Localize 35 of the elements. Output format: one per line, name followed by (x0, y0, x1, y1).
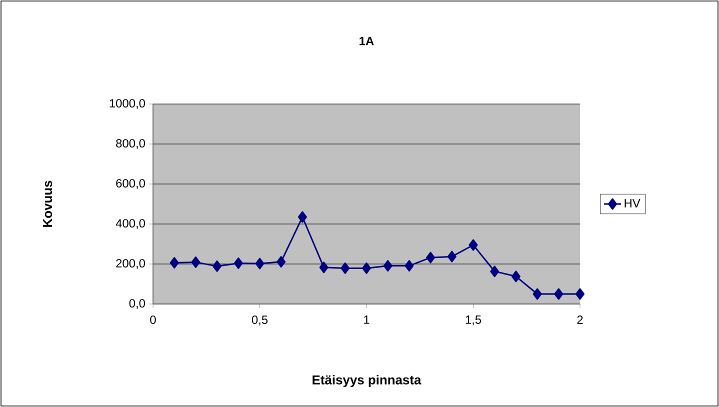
legend-label: HV (624, 199, 640, 208)
point (234, 257, 243, 269)
y-tick-label: 800,0 (116, 139, 146, 149)
x-tick-label: 1,5 (466, 316, 482, 326)
x-tick-label: 2 (577, 316, 583, 324)
point (576, 288, 585, 300)
point (191, 256, 200, 268)
y-tick-label: 200,0 (116, 259, 146, 269)
point (554, 288, 564, 300)
point (255, 258, 264, 270)
point (170, 257, 179, 269)
point (340, 262, 350, 274)
point (212, 260, 222, 272)
y-tick-label: 400,0 (116, 219, 146, 229)
y-tick-label: 0,0 (129, 299, 146, 309)
point (532, 288, 542, 300)
point (362, 262, 372, 274)
point (490, 266, 500, 278)
x-tick-label: 1 (364, 316, 370, 324)
x-tick-label: 0,5 (252, 316, 268, 326)
point (319, 262, 328, 274)
y-axis-title: Kovuus (43, 180, 52, 227)
point (404, 260, 414, 272)
point (383, 260, 392, 272)
point (298, 211, 307, 223)
point (468, 239, 478, 251)
point (447, 250, 456, 262)
point (426, 252, 436, 264)
point (276, 256, 286, 268)
point (511, 270, 520, 282)
x-axis-title: Etäisyys pinnasta (312, 374, 422, 388)
y-tick-label: 1000,0 (110, 99, 146, 109)
y-tick-label: 600,0 (116, 179, 146, 189)
x-tick-label: 0 (150, 316, 156, 324)
chart-title: 1A (360, 36, 374, 46)
